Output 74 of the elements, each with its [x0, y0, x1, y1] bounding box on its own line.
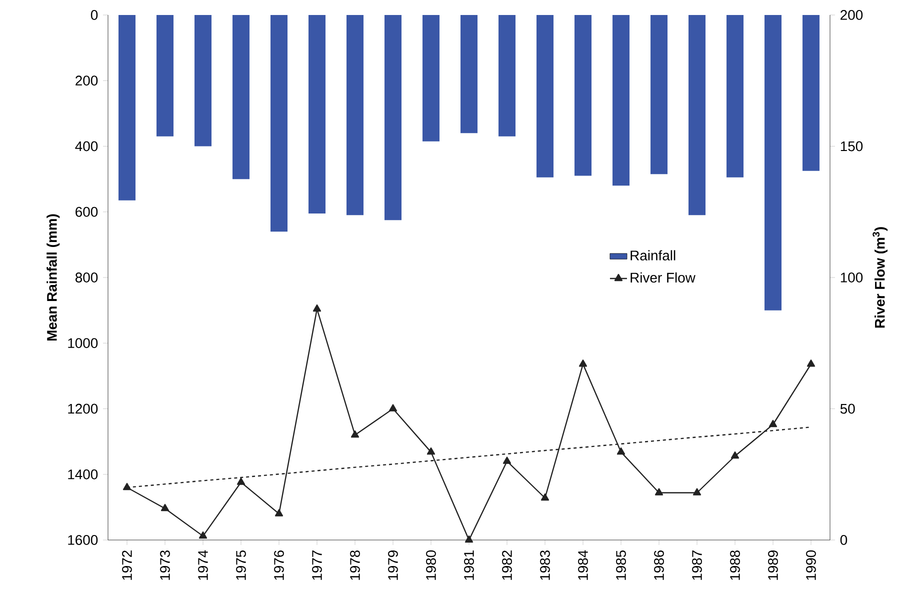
bar [270, 15, 288, 232]
bar [194, 15, 212, 146]
x-tick-label: 1977 [312, 550, 322, 580]
point [274, 509, 284, 516]
bar [498, 15, 516, 136]
point [502, 456, 512, 464]
x-tick-label: 1973 [160, 550, 170, 580]
bar [460, 15, 478, 134]
x-tick-label: 1990 [806, 550, 816, 580]
y-tick-label: 400 [75, 141, 98, 152]
point [540, 493, 550, 501]
bar [764, 15, 782, 310]
x-tick-label: 1972 [122, 550, 132, 580]
y2-tick-label: 0 [840, 535, 848, 545]
x-tick-label: 1974 [198, 550, 208, 580]
x-tick-label: 1978 [350, 550, 360, 580]
x-tick-label: 1980 [426, 550, 436, 580]
y-tick-label: 1000 [68, 338, 98, 348]
bar [688, 15, 706, 216]
x-tick-label: 1989 [768, 550, 778, 580]
bar [574, 15, 592, 176]
x-tick-label: 1984 [578, 550, 588, 580]
legend-label: River Flow [630, 272, 696, 283]
legend-label: Rainfall [630, 250, 676, 260]
x-tick-label: 1975 [236, 550, 246, 580]
point [198, 531, 208, 539]
bar [612, 15, 630, 186]
bar [802, 15, 820, 171]
point [160, 504, 170, 512]
point [388, 404, 398, 412]
point [236, 478, 246, 485]
y-tick-label: 600 [76, 206, 98, 217]
x-tick-label: 1988 [730, 550, 740, 580]
y2-axis-title: River Flow (m$^{3}$) [872, 227, 888, 328]
y-tick-label: 800 [75, 272, 98, 282]
y2-tick-label: 200 [840, 10, 863, 20]
y2-tick-label: 50 [840, 404, 855, 414]
point [578, 360, 588, 367]
bar [650, 15, 668, 174]
point [464, 535, 474, 543]
bar [308, 15, 326, 214]
bar [726, 15, 744, 178]
point [692, 488, 702, 496]
y-tick-label: 1400 [68, 469, 98, 480]
x-tick-label: 1981 [464, 550, 474, 580]
point [730, 451, 740, 459]
bar [232, 15, 250, 180]
x-tick-label: 1979 [388, 550, 398, 580]
y2-tick-label: 100 [840, 272, 863, 282]
point [616, 447, 626, 455]
x-tick-label: 1983 [540, 550, 550, 580]
y-tick-label: 1600 [68, 535, 98, 545]
bar [156, 15, 174, 136]
point [806, 360, 816, 367]
bar [536, 15, 554, 178]
y-tick-label: 0 [90, 10, 98, 20]
x-tick-label: 1982 [502, 550, 512, 580]
bar [422, 15, 440, 142]
x-tick-label: 1985 [616, 550, 626, 580]
point [350, 430, 360, 438]
point [654, 488, 664, 496]
point [312, 304, 322, 312]
y-tick-label: 1200 [68, 404, 98, 414]
bar [346, 15, 364, 216]
x-tick-label: 1976 [274, 550, 284, 580]
y-tick-label: 200 [76, 76, 98, 86]
bar [118, 15, 136, 200]
x-tick-label: 1987 [692, 550, 702, 580]
y2-tick-label: 150 [840, 141, 863, 152]
x-tick-label: 1986 [654, 550, 664, 580]
bar [384, 15, 402, 220]
point [768, 420, 778, 428]
y-axis-title: Mean Rainfall (mm) [46, 214, 60, 341]
point [426, 447, 436, 455]
